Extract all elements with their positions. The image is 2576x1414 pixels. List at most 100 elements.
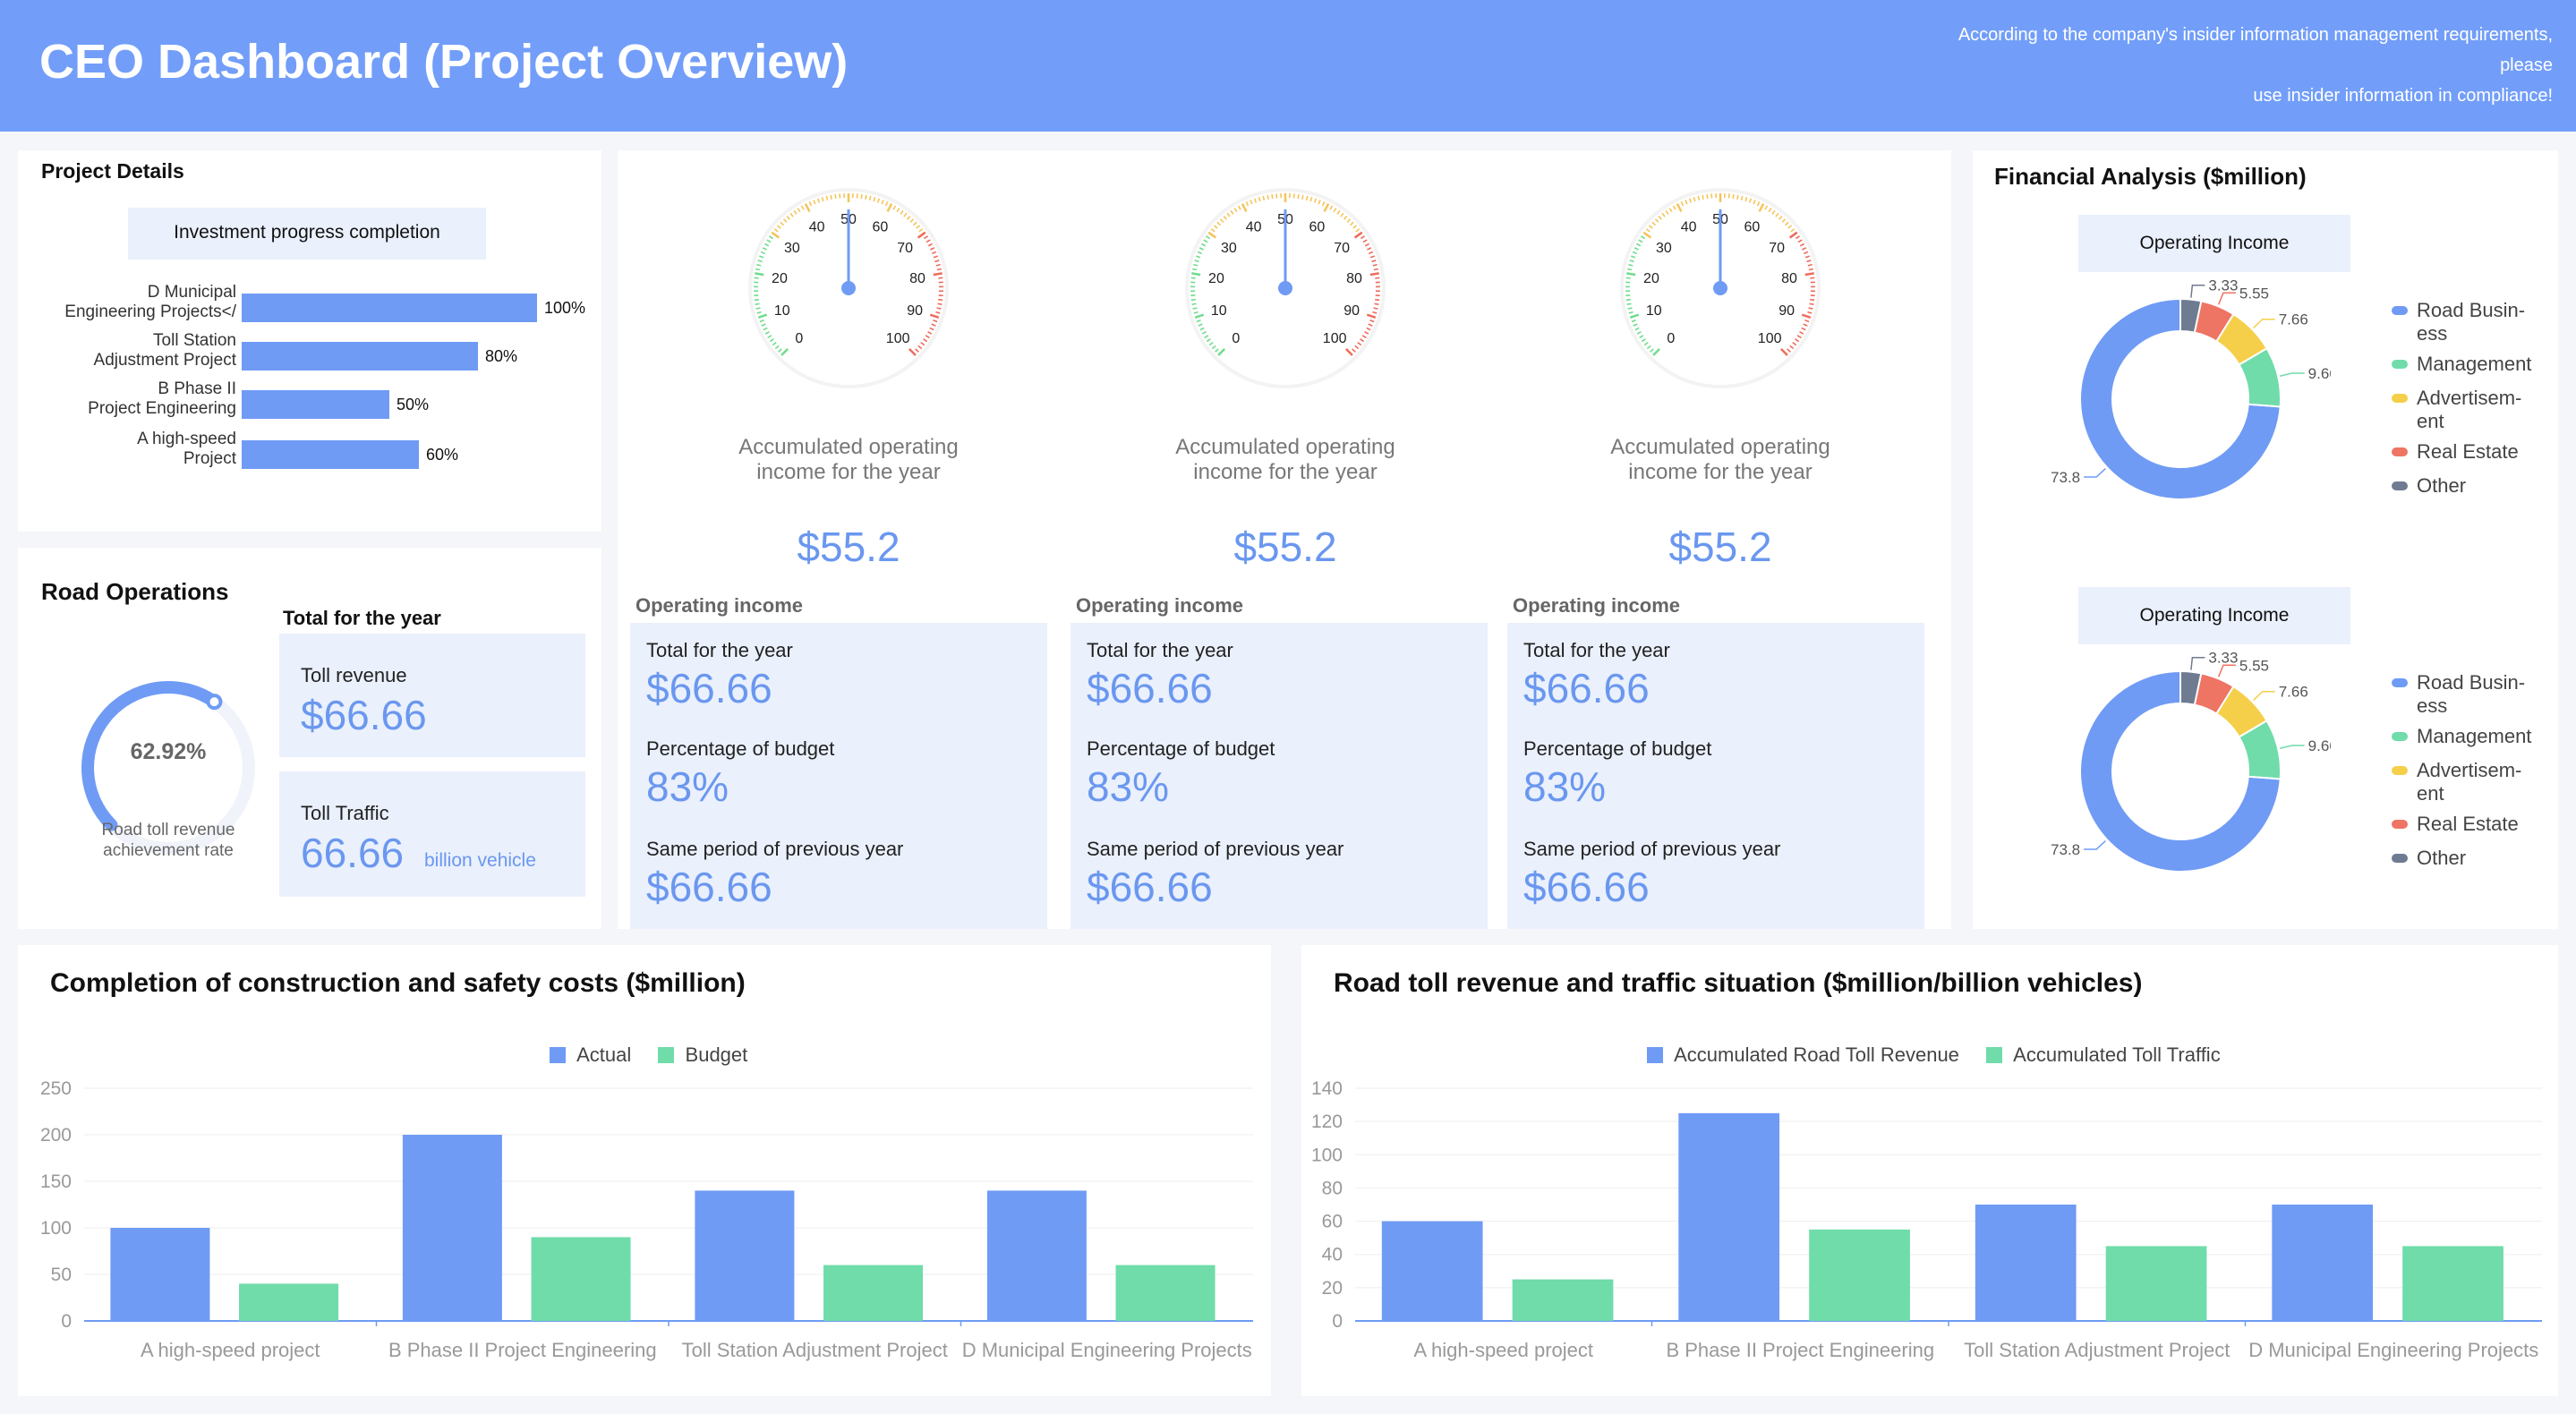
toll-bar-chart: 0 20 40 60 80 100 120 140 A high-speed project B … — [1311, 1078, 2542, 1361]
gauge-tick — [1778, 215, 1783, 220]
legend-label[interactable]: Road Busin-ess — [2417, 671, 2525, 718]
gauge-tick — [915, 348, 919, 353]
legend-line: Advertisem- — [2417, 387, 2522, 409]
gauge-tick-label: 70 — [1769, 241, 1785, 256]
gauge-tick — [1318, 200, 1321, 205]
gauge-tick — [1665, 209, 1669, 215]
gauge-tick — [900, 209, 904, 215]
bar-category-line: Engineering Projects</ — [64, 302, 236, 321]
gauge-tick — [780, 347, 789, 356]
dial-gauge: 0102030405060708090100 — [1185, 188, 1386, 388]
gauge-tick-label: 60 — [1744, 220, 1761, 235]
gauge-tick — [1801, 327, 1806, 331]
gauge-tick — [881, 200, 884, 205]
gauge-tick — [816, 198, 821, 203]
gauge-tick — [1313, 198, 1318, 203]
legend-label[interactable]: Management — [2417, 353, 2531, 376]
gauge-tick-label: 10 — [1211, 303, 1227, 319]
donut-value-label: 7.66 — [2279, 311, 2308, 328]
legend-label[interactable]: Other — [2417, 847, 2466, 870]
gauge-tick — [1796, 335, 1802, 339]
gauge-tick — [1640, 235, 1646, 240]
gauge-tick — [932, 251, 937, 255]
gauge-tick — [886, 202, 893, 213]
gauge-tick — [1237, 205, 1241, 210]
card-title: Road Operations — [41, 578, 229, 605]
gauge-tick — [1364, 330, 1369, 335]
gauge-tick — [1645, 228, 1651, 233]
income-value: $66.66 — [1087, 665, 1213, 711]
gauge-tick — [1804, 319, 1810, 323]
x-tick-label: B Phase II Project Engineering — [1666, 1339, 1934, 1361]
donut-value-label: 73.8 — [2051, 841, 2080, 858]
gauge-tick — [1372, 263, 1378, 267]
gauge-tick — [1702, 194, 1704, 200]
gauge-tick — [1625, 277, 1631, 279]
gauge-tick — [1799, 330, 1804, 335]
bar — [402, 1135, 502, 1321]
gauge-tick — [757, 313, 768, 319]
gauge-tick — [1797, 239, 1803, 243]
x-tick-label: D Municipal Engineering Projects — [2248, 1339, 2538, 1361]
toll-revenue-label: Toll revenue — [301, 664, 407, 686]
toll-traffic-value: 66.66 — [301, 830, 405, 876]
gauge-tick — [1625, 298, 1631, 302]
bar-category-line: Toll Station — [153, 331, 236, 350]
gauge-tick — [938, 298, 943, 302]
gauge-tick — [1369, 251, 1374, 255]
gauge-tick — [906, 215, 911, 220]
legend-label[interactable]: Advertisem-ent — [2417, 387, 2521, 433]
income-value: 83% — [1087, 763, 1170, 810]
gauge-tick-label: 40 — [1246, 220, 1262, 235]
legend-label[interactable]: Other — [2417, 474, 2466, 498]
gauge-tick — [800, 205, 805, 210]
legend-label[interactable]: Real Estate — [2417, 440, 2519, 464]
gauge-tick — [1639, 335, 1644, 339]
gauge-tick — [804, 202, 811, 213]
y-tick-label: 50 — [51, 1265, 72, 1285]
donut-title-box — [2078, 587, 2350, 644]
x-tick-label: A high-speed project — [141, 1339, 320, 1361]
legend-label[interactable]: Road Busin-ess — [2417, 299, 2525, 345]
gauge-tick — [1795, 338, 1800, 343]
donut-leader-line — [2190, 656, 2205, 670]
bar — [986, 1190, 1087, 1321]
donut-leader-line — [2253, 318, 2275, 328]
gauge-tick — [772, 342, 777, 346]
gauge-tick — [1652, 347, 1661, 356]
gauge-tick — [1810, 277, 1815, 279]
toll-revenue-card: Road toll revenue and traffic situation … — [1301, 945, 2558, 1396]
gauge-tick — [927, 330, 933, 335]
gauge-tick — [1643, 342, 1649, 346]
legend-line: Real Estate — [2417, 440, 2519, 463]
gauge-tick — [1804, 255, 1811, 259]
gauge-tick-label: 90 — [907, 303, 923, 319]
gauge-tick — [776, 225, 781, 229]
compliance-notice: According to the company's insider infor… — [1747, 20, 2553, 111]
legend-label[interactable]: Advertisem-ent — [2417, 759, 2521, 805]
gauge-tick — [1369, 272, 1379, 277]
gauge-tick — [917, 345, 923, 350]
gauge-caption-line: Accumulated operating — [1175, 435, 1395, 459]
toll-revenue-panel: Toll revenue $66.66 — [279, 634, 585, 757]
gauge-tick-label: 90 — [1343, 303, 1360, 319]
gauge-hub — [1278, 281, 1292, 295]
y-tick-label: 100 — [1311, 1145, 1343, 1165]
donut-title-box — [2078, 215, 2350, 272]
gauge-tick — [1197, 251, 1202, 255]
legend-label[interactable]: Real Estate — [2417, 813, 2519, 836]
gauge-tick — [1631, 319, 1636, 323]
income-label: Percentage of budget — [1523, 737, 1712, 760]
donut-leader-line — [2190, 284, 2205, 298]
income-value: $66.66 — [1523, 665, 1650, 711]
legend-label[interactable]: Management — [2417, 725, 2531, 748]
gauge-tick — [1629, 313, 1640, 319]
legend-line: Management — [2417, 353, 2532, 375]
gauge-tick — [1808, 268, 1813, 271]
header-bar: CEO Dashboard (Project Overview) Accordi… — [0, 0, 2576, 132]
gauge-tick — [1241, 202, 1248, 213]
gauge-tick — [1353, 231, 1363, 239]
income-label: Same period of previous year — [646, 838, 904, 860]
gauge-tick — [1352, 348, 1356, 353]
gauge-tick — [1768, 208, 1772, 213]
